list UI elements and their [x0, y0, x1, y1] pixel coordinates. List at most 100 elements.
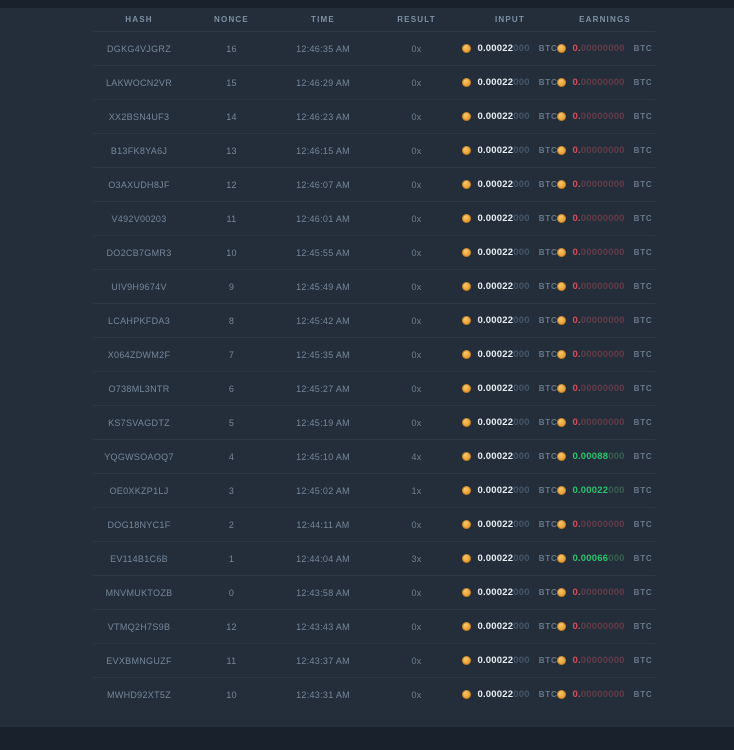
input-cell: 0.00022000 BTC	[462, 145, 557, 156]
hash-cell: DO2CB7GMR3	[106, 247, 172, 258]
amount-trailing-zeros: 000	[608, 451, 625, 462]
btc-currency-label: BTC	[633, 146, 653, 155]
btc-coin-icon	[557, 384, 567, 393]
earnings-cell: 0.00000000 BTC	[555, 621, 655, 632]
btc-currency-label: BTC	[633, 316, 653, 325]
table-row: OE0XKZP1LJ 3 12:45:02 AM 1x 0.00022000 BTC 0.0…	[93, 473, 655, 507]
btc-currency-label: BTC	[538, 214, 558, 223]
hash-cell: EVXBMNGUZF	[106, 655, 172, 666]
nonce-cell: 15	[226, 77, 237, 88]
btc-coin-icon	[557, 44, 567, 53]
amount-value: 0.00022000	[477, 315, 529, 326]
table-row: O738ML3NTR 6 12:45:27 AM 0x 0.00022000 BTC 0.0…	[93, 371, 655, 405]
table-header: HASH NONCE TIME RESULT INPUT EARNINGS	[93, 8, 655, 32]
time-cell: 12:45:55 AM	[296, 247, 350, 258]
hash-cell: B13FK8YA6J	[110, 145, 168, 156]
btc-currency-label: BTC	[633, 44, 653, 53]
input-cell: 0.00022000 BTC	[462, 247, 558, 258]
amount-significant-digits: 0.00088	[572, 451, 609, 462]
input-cell: 0.00022000 BTC	[462, 213, 558, 224]
btc-currency-label: BTC	[633, 214, 653, 223]
btc-currency-label: BTC	[633, 554, 653, 563]
amount-trailing-zeros: 00000000	[580, 247, 625, 258]
amount-trailing-zeros: 00000000	[580, 145, 625, 156]
btc-currency-label: BTC	[633, 588, 653, 597]
amount-significant-digits: 0.	[572, 519, 581, 530]
input-cell: 0.00022000 BTC	[462, 553, 557, 564]
time-cell: 12:45:42 AM	[296, 315, 350, 326]
amount-trailing-zeros: 00000000	[580, 315, 625, 326]
table-row: XX2BSN4UF3 14 12:46:23 AM 0x 0.00022000 BTC 0.…	[93, 99, 655, 133]
amount-trailing-zeros: 000	[513, 553, 530, 564]
amount-value: 0.00000000	[572, 179, 624, 190]
btc-currency-label: BTC	[538, 248, 558, 257]
amount-value: 0.00022000	[477, 111, 529, 122]
amount-significant-digits: 0.	[572, 179, 581, 190]
nonce-cell: 12	[226, 179, 237, 190]
result-cell: 0x	[411, 587, 422, 598]
amount-significant-digits: 0.00022	[477, 281, 514, 292]
amount-value: 0.00000000	[572, 349, 624, 360]
table-row: B13FK8YA6J 13 12:46:15 AM 0x 0.00022000 BTC 0.…	[93, 133, 655, 167]
amount-significant-digits: 0.00022	[572, 485, 609, 496]
btc-coin-icon	[462, 112, 472, 121]
btc-currency-label: BTC	[633, 690, 653, 699]
btc-coin-icon	[557, 554, 567, 563]
amount-trailing-zeros: 000	[513, 655, 530, 666]
btc-currency-label: BTC	[633, 282, 653, 291]
btc-coin-icon	[557, 316, 567, 325]
amount-significant-digits: 0.	[572, 621, 581, 632]
btc-currency-label: BTC	[538, 112, 558, 121]
amount-value: 0.00022000	[477, 213, 529, 224]
btc-coin-icon	[557, 248, 567, 257]
col-header-input: INPUT	[495, 15, 525, 24]
amount-significant-digits: 0.00022	[477, 485, 514, 496]
btc-currency-label: BTC	[538, 622, 558, 631]
amount-significant-digits: 0.	[572, 383, 581, 394]
earnings-cell: 0.00000000 BTC	[555, 315, 655, 326]
table-row: MNVMUKTOZB 0 12:43:58 AM 0x 0.00022000 BTC 0.0…	[93, 575, 655, 609]
result-cell: 0x	[411, 247, 422, 258]
table-row: KS7SVAGDTZ 5 12:45:19 AM 0x 0.00022000 BTC 0.0…	[93, 405, 655, 439]
amount-value: 0.00000000	[572, 689, 624, 700]
amount-trailing-zeros: 000	[513, 417, 530, 428]
nonce-cell: 11	[226, 213, 237, 224]
btc-coin-icon	[462, 520, 472, 529]
btc-coin-icon	[462, 180, 472, 189]
amount-value: 0.00022000	[477, 247, 529, 258]
earnings-cell: 0.00022000 BTC	[555, 485, 655, 496]
earnings-cell: 0.00000000 BTC	[555, 77, 655, 88]
hash-cell: O3AXUDH8JF	[108, 179, 170, 190]
amount-trailing-zeros: 00000000	[580, 587, 625, 598]
nonce-cell: 10	[226, 689, 237, 700]
input-cell: 0.00022000 BTC	[462, 485, 557, 496]
btc-currency-label: BTC	[633, 452, 653, 461]
btc-coin-icon	[557, 180, 567, 189]
amount-value: 0.00000000	[572, 417, 624, 428]
time-cell: 12:45:10 AM	[296, 451, 350, 462]
btc-coin-icon	[462, 384, 472, 393]
btc-currency-label: BTC	[538, 588, 558, 597]
amount-value: 0.00022000	[477, 383, 529, 394]
table-row: V492V00203 11 12:46:01 AM 0x 0.00022000 BTC 0.…	[93, 201, 655, 235]
hash-cell: XX2BSN4UF3	[108, 111, 170, 122]
btc-coin-icon	[557, 452, 567, 461]
time-cell: 12:44:04 AM	[296, 553, 350, 564]
table-row: X064ZDWM2F 7 12:45:35 AM 0x 0.00022000 BTC 0.0…	[93, 337, 655, 371]
time-cell: 12:46:15 AM	[296, 145, 350, 156]
nonce-cell: 6	[228, 383, 235, 394]
earnings-cell: 0.00066000 BTC	[555, 553, 655, 564]
amount-value: 0.00000000	[572, 519, 624, 530]
amount-value: 0.00022000	[477, 655, 529, 666]
amount-value: 0.00066000	[572, 553, 624, 564]
amount-trailing-zeros: 000	[513, 689, 530, 700]
btc-coin-icon	[557, 656, 567, 665]
input-cell: 0.00022000 BTC	[462, 689, 557, 700]
table-body: DGKG4VJGRZ 16 12:46:35 AM 0x 0.00022000 BTC 0.…	[93, 32, 655, 711]
hash-cell: LCAHPKFDA3	[107, 315, 171, 326]
amount-value: 0.00022000	[477, 281, 529, 292]
btc-coin-icon	[462, 282, 472, 291]
result-cell: 0x	[411, 519, 422, 530]
results-table: HASH NONCE TIME RESULT INPUT EARNINGS DGKG4VJ…	[93, 8, 655, 711]
amount-value: 0.00022000	[477, 621, 529, 632]
